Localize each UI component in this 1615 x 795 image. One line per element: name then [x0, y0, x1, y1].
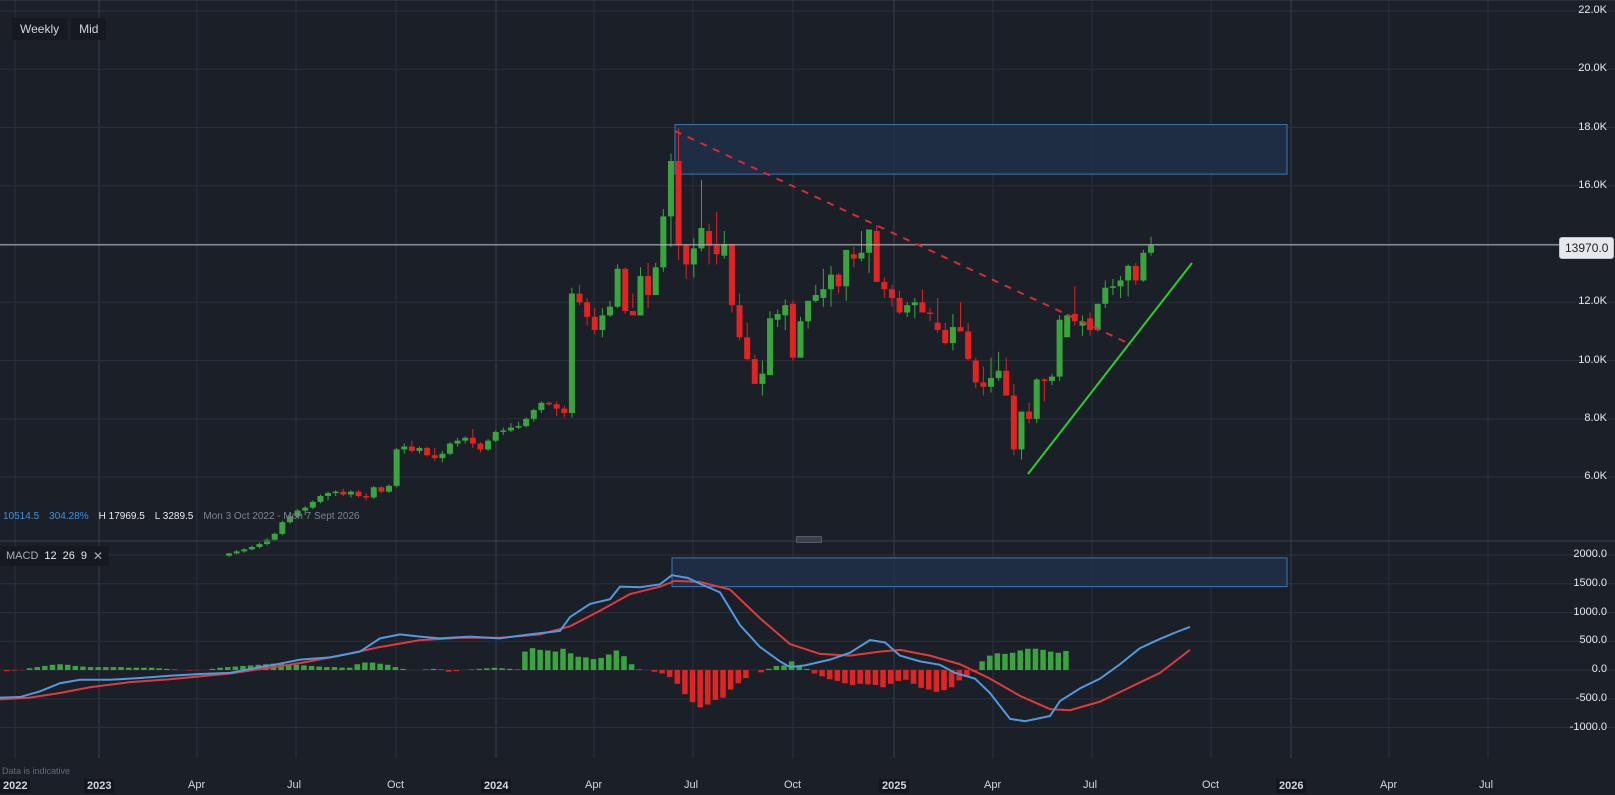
high-value: H 17969.5 — [98, 511, 145, 522]
price-axis-tick: 8.0K — [1584, 411, 1607, 424]
current-price-tag: 13970.0 — [1559, 237, 1615, 259]
trendlines — [0, 130, 1559, 475]
time-axis-tick: Jul — [287, 779, 302, 791]
price-axis-tick: 16.0K — [1578, 178, 1607, 191]
macd-indicator — [0, 574, 1191, 723]
grid-lines — [0, 0, 1615, 758]
price-type-button[interactable]: Mid — [71, 18, 107, 40]
time-axis-tick: Apr — [585, 779, 603, 791]
price-axis-tick: 18.0K — [1578, 120, 1607, 133]
macd-legend[interactable]: MACD 12 26 9 ✕ — [0, 546, 110, 566]
time-axis-tick: Oct — [1202, 779, 1220, 791]
timeframe-toolbar: Weekly Mid — [12, 18, 107, 40]
close-icon[interactable]: ✕ — [93, 549, 104, 563]
date-range: Mon 3 Oct 2022 - Mon 7 Sept 2026 — [203, 511, 360, 522]
time-axis-tick: Oct — [784, 779, 802, 791]
macd-axis-tick: -1000.0 — [1569, 720, 1607, 733]
price-axis-tick: 12.0K — [1578, 295, 1607, 308]
annotation-zones — [671, 124, 1288, 588]
macd-axis-tick: 2000.0 — [1573, 548, 1607, 560]
time-axis-tick: 2024 — [481, 779, 512, 793]
time-axis-tick: 2023 — [84, 779, 115, 793]
price-axis-tick: 10.0K — [1578, 353, 1607, 366]
time-axis-tick: Apr — [1380, 779, 1398, 791]
time-axis-tick: 2025 — [879, 779, 910, 793]
time-axis-tick: Jul — [684, 779, 699, 791]
macd-axis-tick: 1500.0 — [1573, 576, 1607, 589]
change-percent: 304.28% — [49, 511, 89, 522]
disclaimer-text: Data is indicative — [2, 766, 71, 776]
timeframe-button[interactable]: Weekly — [12, 18, 68, 40]
last-value: 10514.5 — [3, 511, 40, 522]
time-axis-tick: Apr — [984, 779, 1002, 791]
low-value: L 3289.5 — [154, 511, 194, 522]
macd-axis-tick: 500.0 — [1579, 634, 1607, 647]
time-axis-tick: 2022 — [0, 779, 31, 793]
time-axis-tick: Apr — [188, 779, 206, 791]
price-axis-tick: 6.0K — [1584, 470, 1607, 483]
time-axis-tick: Oct — [387, 779, 405, 791]
time-axis-tick: 2026 — [1276, 779, 1307, 793]
macd-signal-period: 9 — [80, 550, 88, 562]
macd-axis-tick: 0.0 — [1591, 663, 1607, 675]
pane-resize-handle[interactable] — [796, 536, 822, 543]
price-stats-bar: 10514.5 304.28% H 17969.5 L 3289.5 Mon 3… — [3, 511, 360, 522]
macd-axis-tick: 1000.0 — [1573, 605, 1607, 618]
macd-name: MACD — [6, 550, 39, 562]
macd-axis-tick: -500.0 — [1575, 691, 1607, 704]
price-axis-tick: 20.0K — [1578, 62, 1607, 75]
price-axis-tick: 22.0K — [1578, 4, 1607, 16]
price-candles — [226, 128, 1155, 558]
macd-slow-period: 26 — [62, 550, 75, 562]
time-axis-tick: Jul — [1083, 779, 1098, 791]
macd-fast-period: 12 — [44, 550, 57, 562]
time-axis-tick: Jul — [1479, 779, 1494, 791]
